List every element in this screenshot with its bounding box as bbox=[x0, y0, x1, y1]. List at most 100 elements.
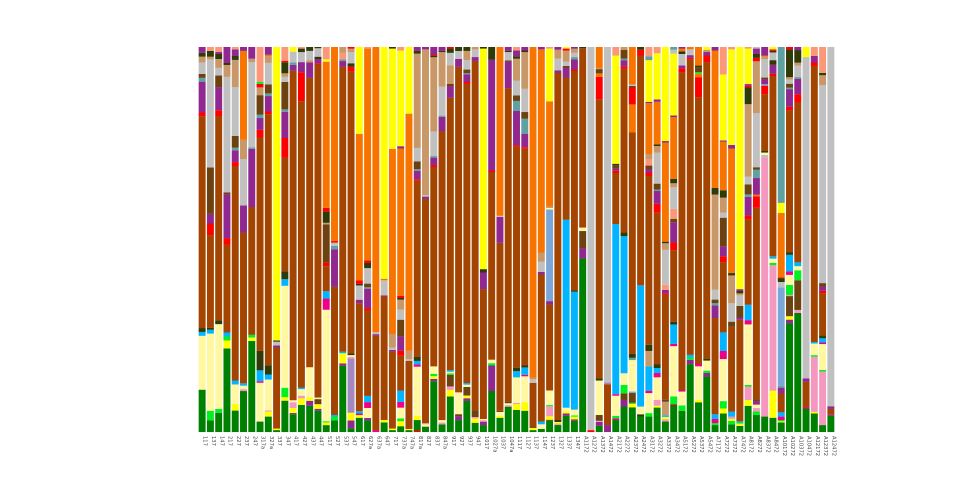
bar-segment-337-dkolive bbox=[273, 340, 281, 342]
bar-segment-517-green bbox=[322, 425, 330, 433]
bar-segment-A2272-green bbox=[620, 406, 628, 433]
bar-segment-A1272-red bbox=[587, 430, 595, 433]
bar-segment-A3372-dkbrown bbox=[661, 399, 669, 402]
bar-segment-817a-dkolive bbox=[413, 50, 421, 54]
bar-segment-A2172-purple bbox=[612, 168, 620, 171]
bar-segment-A8272-purple bbox=[752, 178, 760, 195]
bar-segment-A7372-orange bbox=[728, 148, 736, 274]
bar-segment-717-yellow bbox=[388, 428, 396, 431]
bar-segment-547-tan bbox=[347, 48, 355, 53]
bar-segment-1027a-dkolive bbox=[488, 47, 496, 60]
x-tick-label: A2172 bbox=[615, 436, 621, 453]
bar-segment-1127-green bbox=[521, 410, 529, 433]
bar-segment-A2172-skyblue bbox=[612, 224, 620, 395]
bar-segment-537-yellow bbox=[339, 353, 347, 364]
bar-segment-A3172-green bbox=[645, 416, 653, 433]
bar-segment-A12372-pink bbox=[819, 371, 827, 426]
x-tick-label: 517 bbox=[326, 436, 332, 446]
bar-segment-227-dkolive bbox=[231, 55, 239, 60]
bar-segment-A2172-ltyellow bbox=[612, 395, 620, 416]
bar-segment-417-pink bbox=[289, 402, 297, 409]
bar-segment-417-ltyellow bbox=[289, 400, 297, 403]
bar-segment-1337-brown bbox=[562, 77, 570, 220]
bar-segment-937-brown bbox=[463, 83, 471, 384]
bar-segment-337-green bbox=[273, 430, 281, 433]
x-tick-label: 737a bbox=[400, 436, 406, 449]
bar-segment-547-yellow bbox=[347, 412, 355, 421]
x-tick-label: 1127 bbox=[524, 436, 530, 449]
bar-segment-A10472-green bbox=[802, 408, 810, 433]
bar-segment-137-purple bbox=[206, 213, 214, 224]
x-tick-label: 847a bbox=[442, 436, 448, 449]
x-tick-label: 137 bbox=[210, 436, 216, 446]
bar-segment-A2472-brown bbox=[637, 55, 645, 286]
bar-segment-1037-dkbrown bbox=[496, 410, 504, 412]
bar-segment-627a-grey bbox=[364, 268, 372, 284]
bar-segment-147-purple bbox=[215, 87, 223, 111]
bar-segment-137-grey bbox=[206, 59, 214, 168]
bar-segment-1117-dkolive bbox=[513, 56, 520, 59]
bar-segment-317a-tan bbox=[256, 87, 264, 96]
bar-segment-A5372-orange bbox=[695, 73, 702, 78]
bar-segment-547-red bbox=[347, 66, 355, 72]
bar-segment-A7272-grey bbox=[719, 212, 727, 218]
bar-segment-617-magenta bbox=[355, 413, 363, 416]
bar-segment-A10172-orange bbox=[777, 212, 785, 278]
bar-segment-A7172-green bbox=[711, 425, 719, 433]
bar-segment-747a-orange bbox=[405, 113, 413, 351]
bar-segment-A8272-tan bbox=[752, 61, 760, 114]
bar-segment-A7472-yellow bbox=[736, 423, 744, 426]
bar-segment-A3372-purple bbox=[661, 289, 669, 294]
bar-segment-827-pink bbox=[422, 423, 429, 425]
bar-segment-837-grey bbox=[430, 131, 438, 157]
bar-segment-147-dkolive bbox=[215, 53, 223, 59]
bar-segment-A8172-yellow bbox=[744, 48, 752, 85]
bar-segment-227-purple bbox=[231, 150, 239, 163]
bar-segment-217-grey bbox=[223, 76, 231, 193]
bar-segment-A7372-brown bbox=[728, 326, 736, 412]
bar-segment-A5172-dkolive bbox=[678, 51, 686, 54]
bar-segment-A7472-grey bbox=[736, 295, 744, 307]
bar-segment-1037-ltyellow bbox=[496, 411, 504, 416]
bar-segment-1037-brown bbox=[496, 242, 504, 411]
bar-segment-A7472-ltgreen bbox=[736, 422, 744, 424]
bar-segment-A8472-skyblue bbox=[769, 256, 777, 259]
bar-segment-A12472-grey bbox=[827, 47, 835, 407]
bar-segment-217-purple bbox=[223, 47, 231, 63]
x-tick-label: 717 bbox=[392, 436, 398, 446]
bar-segment-747a-green bbox=[405, 430, 413, 433]
x-tick-label: A8372 bbox=[764, 436, 770, 453]
bar-segment-817a-tan bbox=[413, 53, 421, 148]
bar-segment-137-red bbox=[206, 223, 214, 236]
bar-segment-A8172-purple bbox=[744, 84, 752, 86]
bar-segment-A3272-skyblue bbox=[653, 367, 661, 374]
bar-segment-A7272-orange bbox=[719, 141, 727, 191]
bar-segment-527-red bbox=[331, 241, 338, 243]
bar-segment-137-brown bbox=[206, 235, 214, 328]
bar-segment-627a-purple bbox=[364, 418, 372, 421]
bar-segment-A2272-ltyellow bbox=[620, 373, 628, 385]
bar-segment-637a-grey bbox=[372, 332, 380, 335]
bar-segment-1017-purple bbox=[479, 272, 487, 290]
bar-segment-317a-skyblue bbox=[256, 370, 264, 382]
x-tick-label: A5372 bbox=[698, 436, 704, 453]
bar-segment-A8372-dkbrown bbox=[761, 77, 769, 80]
bar-segment-147-green bbox=[215, 412, 223, 433]
bar-segment-447-grey bbox=[314, 48, 322, 57]
bar-segment-1337-ltyellow bbox=[562, 407, 570, 412]
bar-segment-A8172-skyblue bbox=[744, 304, 752, 321]
bar-segment-A5272-skyblue bbox=[686, 354, 694, 358]
bar-segment-917-yellow bbox=[446, 389, 454, 397]
bar-segment-947-pink bbox=[471, 416, 479, 419]
bar-segment-937-red bbox=[463, 81, 471, 84]
bar-segment-317a-magenta bbox=[256, 381, 264, 383]
bar-segment-A12172-pink bbox=[810, 356, 818, 412]
bar-segment-417-purple bbox=[289, 64, 297, 71]
bar-segment-A1272-grey bbox=[587, 47, 595, 431]
bar-segment-1117-pink bbox=[513, 402, 520, 405]
bar-segment-1137-orange bbox=[529, 47, 537, 378]
bar-segment-A5372-dkbrown bbox=[695, 67, 702, 73]
bar-segment-A3172-tan bbox=[645, 350, 653, 367]
x-tick-label: 237 bbox=[243, 436, 249, 446]
bar-segment-A7372-salmon bbox=[728, 47, 736, 50]
